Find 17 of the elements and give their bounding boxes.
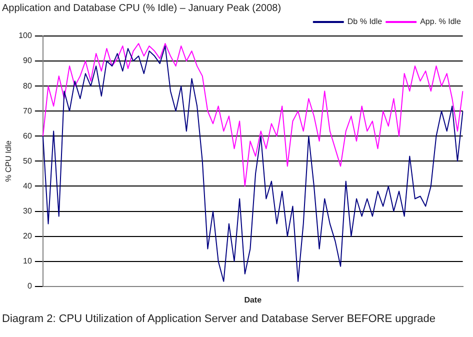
x-axis-title: Date	[244, 295, 262, 304]
y-axis-title: % CPU Idle	[4, 140, 14, 182]
y-tick-label: 10	[23, 256, 32, 266]
y-tick-label: 70	[23, 106, 32, 116]
text: Diagram 2: CPU Utilization of Application Server and Database Server BEFORE upgrade	[1, 313, 436, 325]
y-tick-label: 40	[23, 181, 32, 190]
y-tick-label: 80	[23, 81, 32, 90]
y-tick-label: 100	[18, 31, 32, 40]
y-tick-label: 30	[23, 206, 32, 216]
legend-label: Db % Idle	[347, 17, 383, 26]
y-tick-label: 0	[27, 282, 32, 291]
legend-label: App. % Idle	[420, 17, 462, 26]
y-tick-label: 50	[23, 156, 32, 166]
y-tick-label: 60	[23, 131, 32, 140]
y-tick-label: 20	[23, 232, 32, 241]
y-tick-label: 90	[23, 56, 32, 66]
chart-title: Application and Database CPU (% Idle) – January Peak (2008)	[2, 2, 282, 14]
